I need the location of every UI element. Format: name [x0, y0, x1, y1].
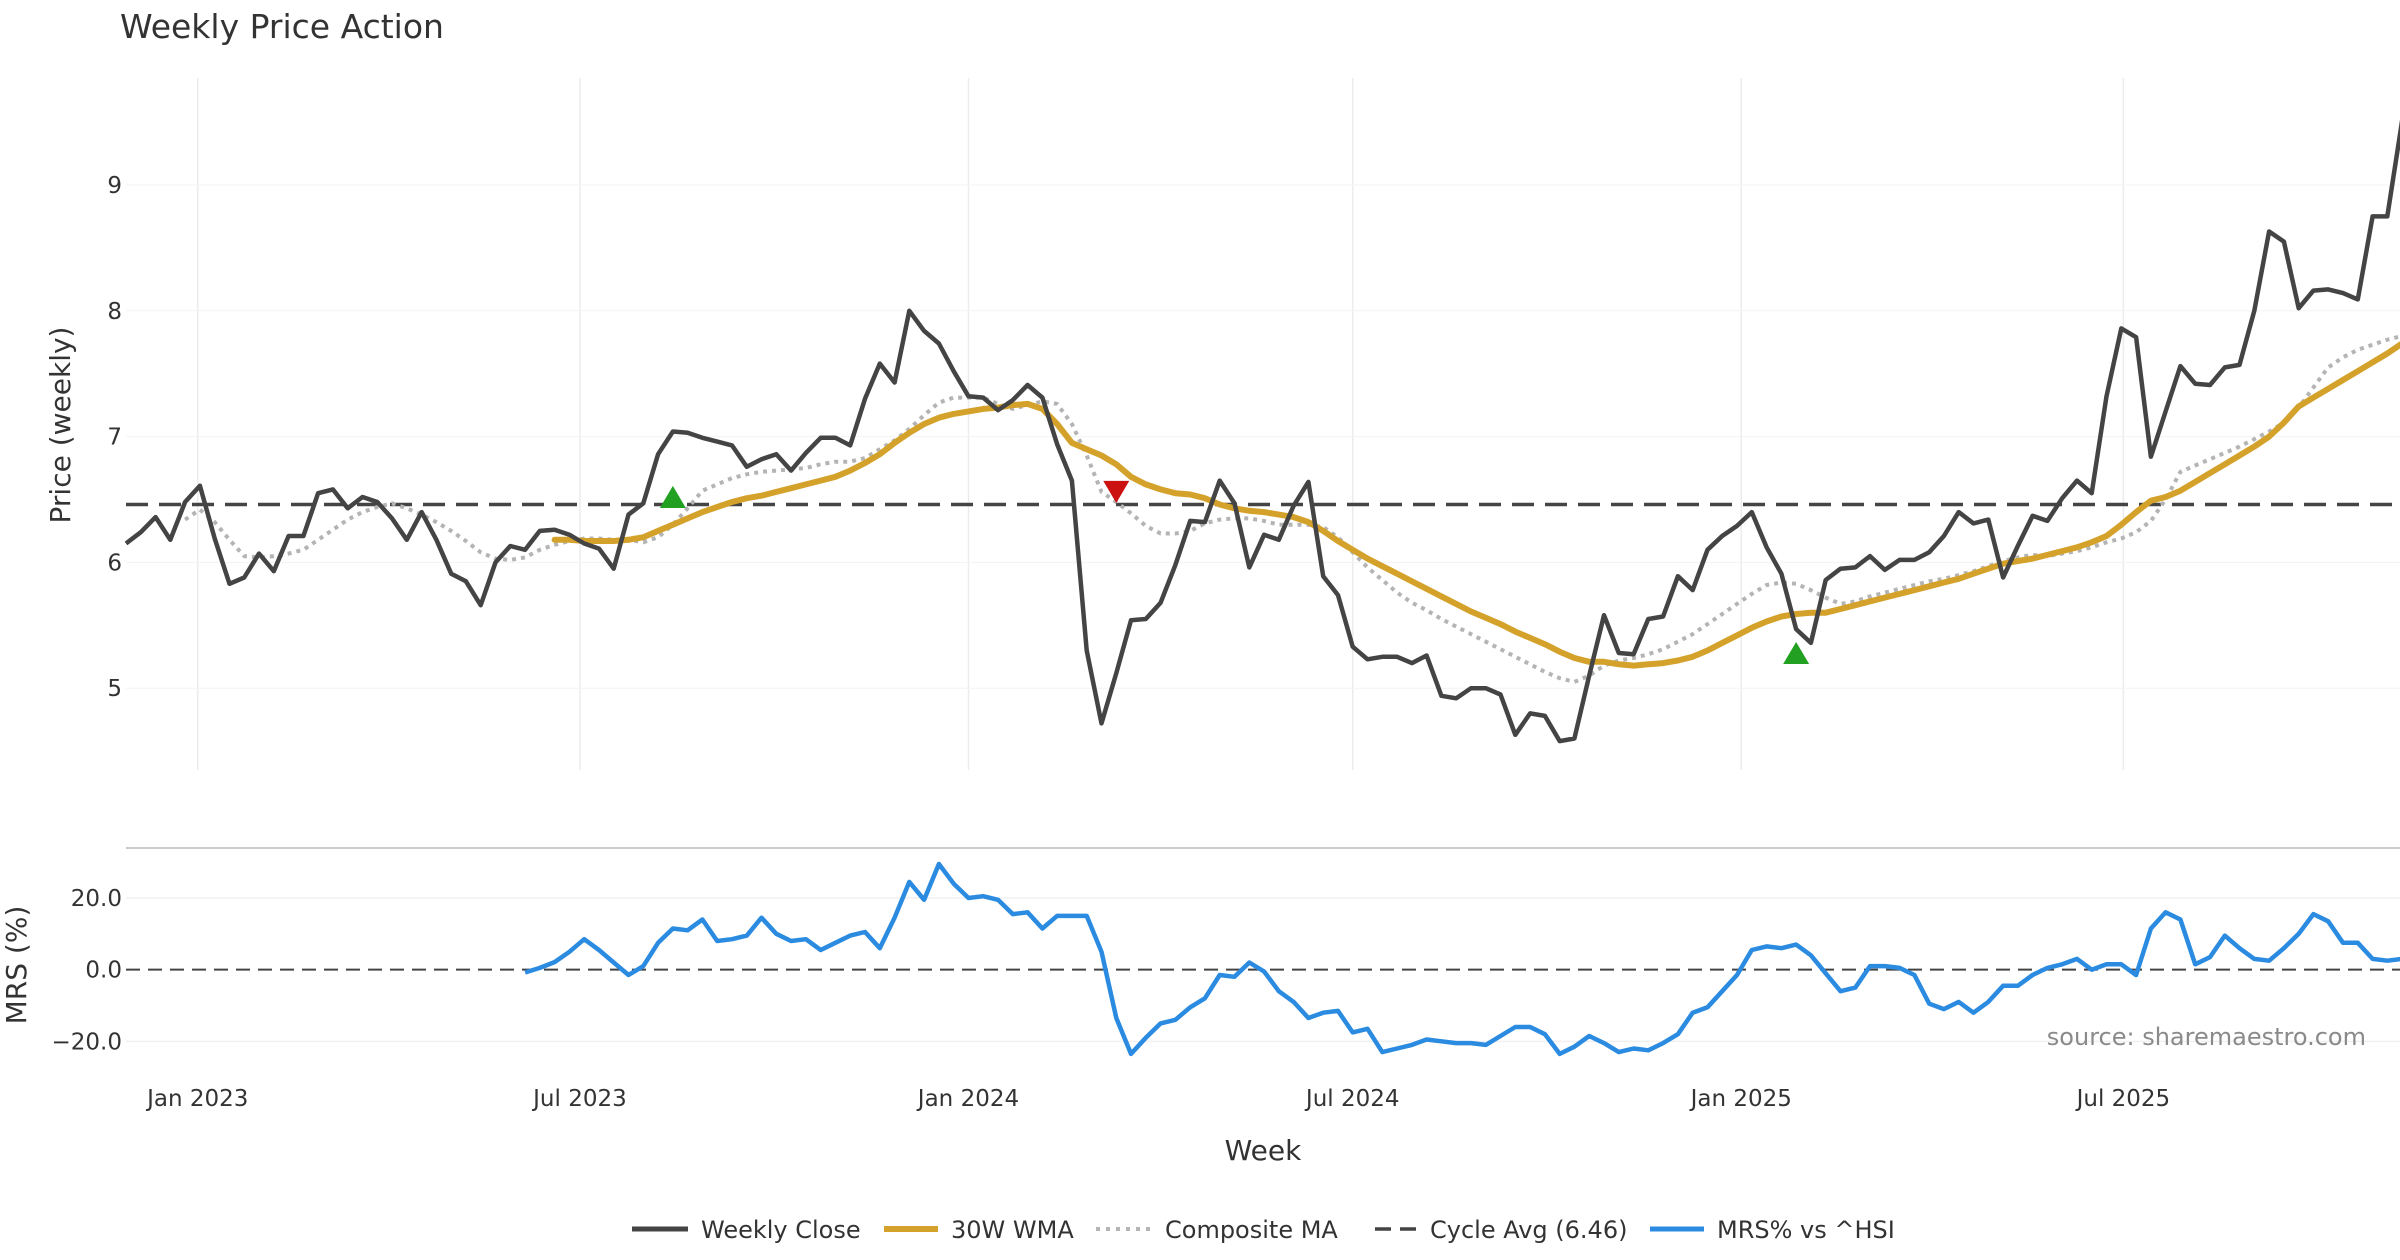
buy-signal-marker — [659, 485, 686, 509]
price-y-tick-label: 5 — [107, 676, 122, 702]
mrs-line — [524, 861, 2400, 1057]
legend-label-cycle-avg: Cycle Avg (6.46) — [1430, 1216, 1627, 1244]
grid-lines — [126, 78, 2400, 1043]
source-label: source: sharemaestro.com — [2047, 1023, 2366, 1051]
x-axis-label: Week — [1225, 1134, 1302, 1167]
x-tick-label: Jul 2025 — [2075, 1086, 2171, 1112]
chart-title: Weekly Price Action — [120, 7, 444, 46]
mrs-y-tick-label: 20.0 — [71, 886, 122, 912]
x-tick-label: Jan 2024 — [916, 1086, 1019, 1112]
price-y-tick-label: 9 — [107, 173, 122, 199]
mrs-y-tick-label: −20.0 — [52, 1029, 122, 1055]
sell-signal-marker — [1103, 480, 1130, 503]
legend-label-composite-ma: Composite MA — [1165, 1216, 1338, 1244]
legend-label-weekly-close: Weekly Close — [701, 1216, 861, 1244]
legend: Weekly Close 30W WMA Composite MA Cycle … — [632, 1216, 1895, 1244]
weekly-close-line — [124, 120, 2400, 744]
legend-label-30w-wma: 30W WMA — [951, 1216, 1074, 1244]
x-tick-label: Jul 2023 — [531, 1086, 627, 1112]
composite-ma-line — [183, 334, 2400, 684]
buy-signal-marker — [1783, 641, 1810, 665]
legend-label-mrs: MRS% vs ^HSI — [1717, 1216, 1895, 1244]
price-y-tick-label: 8 — [107, 299, 122, 325]
mrs-panel: 20.0 0.0 −20.0 — [52, 861, 2400, 1057]
x-tick-label: Jan 2025 — [1689, 1086, 1792, 1112]
price-y-tick-label: 6 — [107, 550, 122, 576]
x-tick-labels: Jan 2023 Jul 2023 Jan 2024 Jul 2024 Jan 2025… — [145, 1086, 2170, 1112]
mrs-y-tick-label: 0.0 — [85, 958, 122, 984]
price-y-axis-label: Price (weekly) — [44, 327, 77, 524]
x-tick-label: Jul 2024 — [1304, 1086, 1400, 1112]
x-tick-label: Jan 2023 — [145, 1086, 248, 1112]
mrs-y-axis-label: MRS (%) — [0, 906, 33, 1025]
wma-30w-line — [551, 341, 2400, 669]
price-y-tick-label: 7 — [107, 425, 122, 451]
price-panel: 5 6 7 8 9 — [107, 120, 2400, 744]
